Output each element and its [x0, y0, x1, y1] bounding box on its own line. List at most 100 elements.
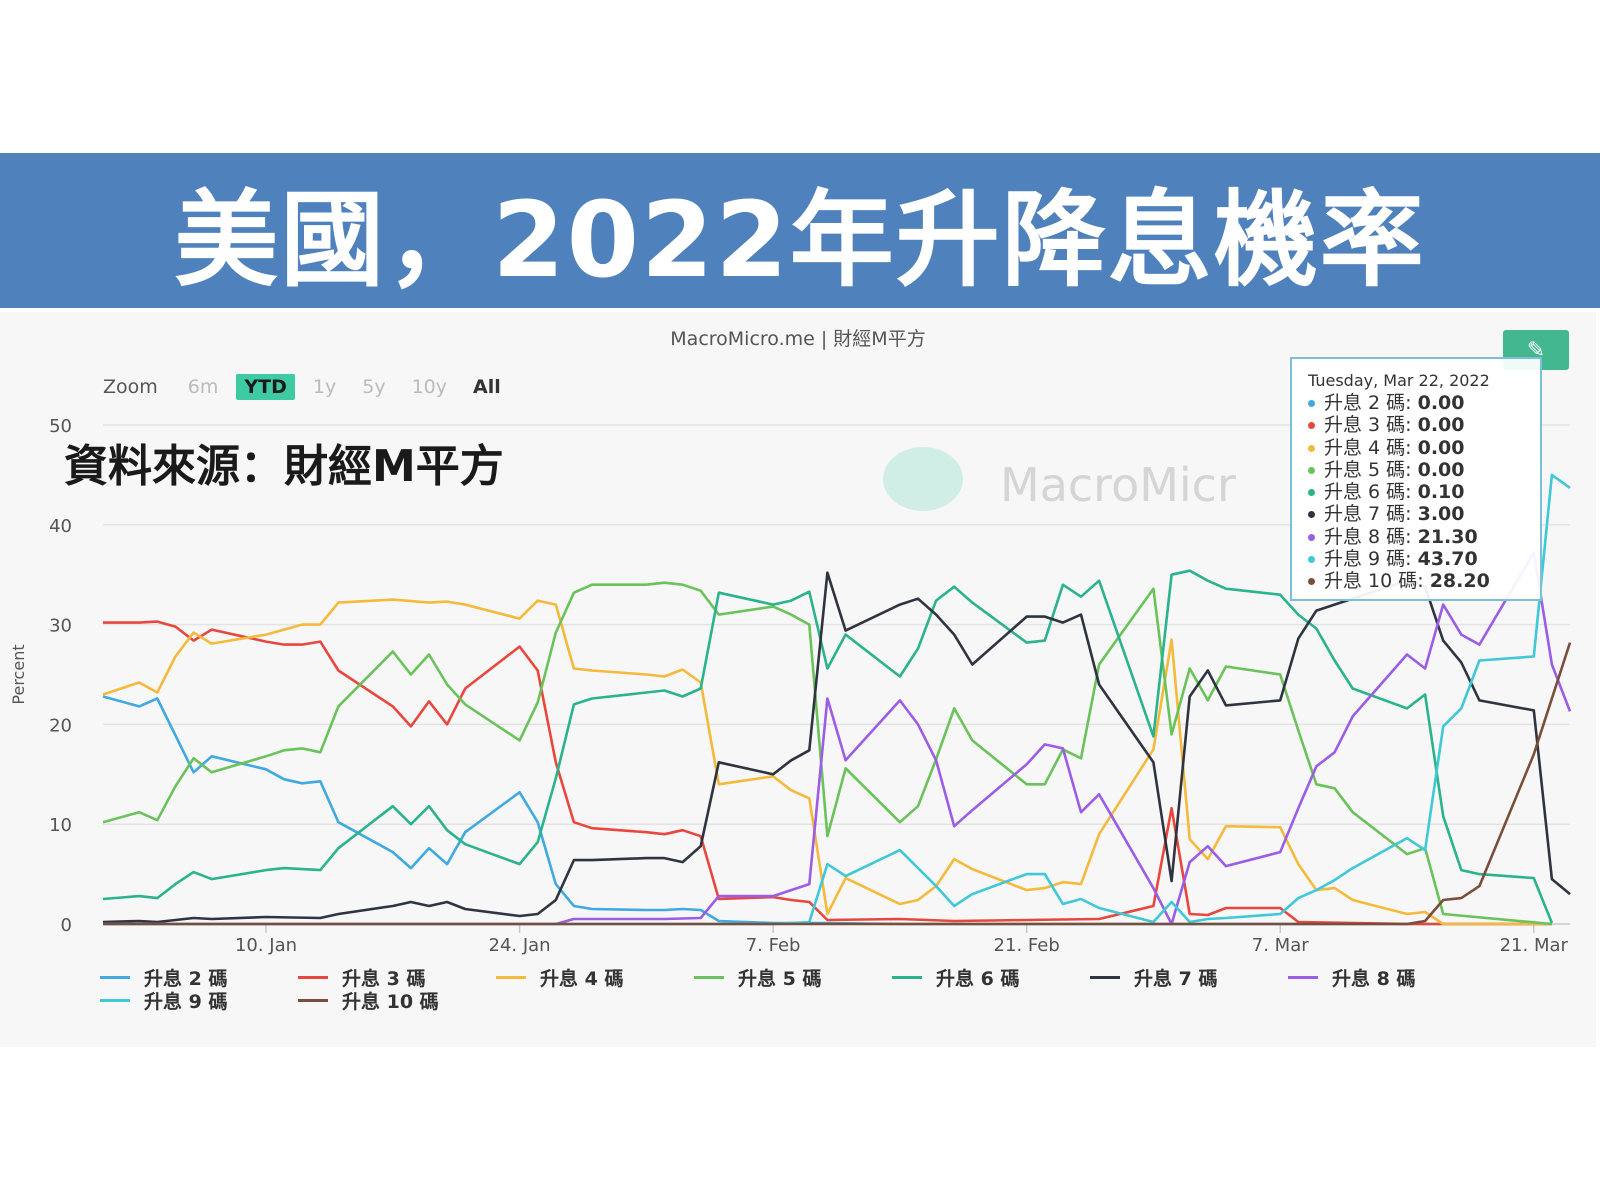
- legend-swatch-icon: [496, 976, 526, 979]
- x-tick-label: 10. Jan: [235, 935, 297, 956]
- pencil-icon: ✎: [1526, 337, 1546, 363]
- legend-label: 升息 8 碼: [1332, 968, 1416, 990]
- tooltip-series-label: 升息 6 碼:: [1324, 481, 1418, 504]
- legend-item[interactable]: 升息 7 碼: [1090, 964, 1217, 991]
- legend-label: 升息 6 碼: [936, 968, 1020, 990]
- x-tick-label: 21. Feb: [994, 935, 1060, 956]
- tooltip-row: 升息 7 碼: 3.00: [1308, 503, 1540, 525]
- data-source-label: 資料來源：財經M平方: [64, 441, 504, 492]
- series-line-5-yards: [102, 581, 1553, 926]
- tooltip-series-label: 升息 7 碼:: [1324, 503, 1418, 526]
- tooltip-series-value: 43.70: [1417, 548, 1478, 571]
- series-dot-icon: [1308, 400, 1315, 407]
- tooltip-row: 升息 9 碼: 43.70: [1308, 548, 1540, 570]
- series-line-6-yards: [102, 569, 1554, 924]
- legend-item[interactable]: 升息 8 碼: [1288, 964, 1415, 991]
- y-tick-label: 0: [61, 915, 72, 936]
- series-dot-icon: [1308, 466, 1315, 474]
- legend-item[interactable]: 升息 9 碼: [100, 987, 227, 1014]
- tooltip-series-value: 3.00: [1417, 503, 1465, 526]
- zoom-6m-button[interactable]: 6m: [187, 376, 219, 398]
- tooltip-series-label: 升息 5 碼:: [1324, 458, 1418, 481]
- zoom-label: Zoom: [103, 376, 158, 398]
- tooltip-series-label: 升息 4 碼:: [1324, 436, 1418, 459]
- legend-swatch-icon: [100, 999, 130, 1002]
- legend-label: 升息 9 碼: [144, 991, 228, 1013]
- y-axis-title: Percent: [9, 644, 28, 704]
- tooltip-series-value: 0.00: [1417, 392, 1465, 414]
- page-title: 美國，2022年升降息機率: [174, 179, 1426, 301]
- tooltip-date: Tuesday, Mar 22, 2022: [1308, 371, 1490, 390]
- tooltip-series-value: 21.30: [1417, 525, 1478, 548]
- x-tick-label: 24. Jan: [489, 935, 551, 956]
- legend-item[interactable]: 升息 3 碼: [298, 964, 425, 991]
- tooltip-row: 升息 6 碼: 0.10: [1308, 481, 1540, 503]
- series-dot-icon: [1308, 444, 1315, 452]
- tooltip-row: 升息 5 碼: 0.00: [1308, 459, 1540, 481]
- legend-swatch-icon: [1090, 976, 1120, 979]
- tooltip-series-value: 0.00: [1417, 458, 1465, 481]
- legend-item[interactable]: 升息 6 碼: [892, 964, 1019, 991]
- tooltip-series-label: 升息 8 碼:: [1324, 525, 1418, 548]
- legend-label: 升息 7 碼: [1134, 968, 1218, 990]
- tooltip-series-value: 0.10: [1417, 481, 1465, 504]
- y-tick-label: 50: [49, 416, 72, 437]
- legend-swatch-icon: [100, 976, 130, 979]
- legend-swatch-icon: [298, 976, 328, 979]
- zoom-1y-button[interactable]: 1y: [312, 376, 337, 398]
- legend-item[interactable]: 升息 5 碼: [694, 964, 821, 991]
- x-tick-label: 7. Feb: [746, 935, 801, 956]
- series-line-4-yards: [102, 598, 1552, 926]
- tooltip-row: 升息 10 碼: 28.20: [1308, 570, 1540, 592]
- series-line-8-yards: [103, 551, 1572, 926]
- tooltip-series-value: 0.00: [1417, 414, 1465, 437]
- series-line-7-yards: [102, 571, 1571, 924]
- series-dot-icon: [1308, 556, 1315, 564]
- series-line-10-yards: [103, 642, 1572, 926]
- tooltip-series-value: 0.00: [1417, 436, 1465, 459]
- y-tick-label: 40: [49, 516, 72, 537]
- tooltip-row: 升息 8 碼: 21.30: [1308, 526, 1540, 548]
- series-dot-icon: [1308, 578, 1315, 586]
- chart-tooltip: Tuesday, Mar 22, 2022 升息 2 碼: 0.00 升息 3 碼…: [1290, 357, 1542, 601]
- zoom-10y-button[interactable]: 10y: [411, 376, 447, 398]
- legend-label: 升息 2 碼: [144, 968, 228, 990]
- tooltip-series-label: 升息 2 碼:: [1324, 392, 1418, 414]
- series-line-3-yards: [103, 620, 1552, 926]
- legend-swatch-icon: [1288, 976, 1318, 979]
- tooltip-series-label: 升息 9 碼:: [1324, 548, 1418, 571]
- y-tick-label: 30: [49, 616, 72, 637]
- legend-swatch-icon: [694, 976, 724, 979]
- x-tick-label: 21. Mar: [1500, 935, 1569, 956]
- series-dot-icon: [1308, 422, 1315, 430]
- zoom-5y-button[interactable]: 5y: [362, 376, 386, 398]
- x-tick-label: 7. Mar: [1252, 935, 1309, 956]
- zoom-selector: Zoom 6m YTD 1y 5y 10y All: [103, 374, 519, 400]
- legend-item[interactable]: 升息 4 碼: [496, 964, 623, 991]
- legend-label: 升息 4 碼: [540, 968, 624, 990]
- title-banner: 美國，2022年升降息機率: [0, 153, 1600, 308]
- legend-swatch-icon: [892, 976, 922, 979]
- y-tick-label: 10: [49, 815, 72, 836]
- zoom-all-button[interactable]: All: [473, 376, 501, 398]
- y-tick-label: 20: [49, 715, 72, 736]
- series-line-9-yards: [103, 473, 1571, 926]
- series-dot-icon: [1308, 511, 1315, 519]
- legend-label: 升息 5 碼: [738, 968, 822, 990]
- tooltip-series-label: 升息 10 碼:: [1324, 570, 1430, 593]
- chart-panel: 0 10 20 30 40 50 Percent 10. Jan 24. Jan 7. Feb 21…: [0, 312, 1596, 1047]
- zoom-ytd-button[interactable]: YTD: [236, 374, 295, 400]
- legend-label: 升息 10 碼: [342, 991, 439, 1013]
- tooltip-row: 升息 2 碼: 0.00: [1308, 392, 1540, 414]
- legend-item[interactable]: 升息 2 碼: [100, 964, 227, 991]
- series-dot-icon: [1308, 533, 1315, 541]
- legend-item[interactable]: 升息 10 碼: [298, 987, 439, 1014]
- legend-label: 升息 3 碼: [342, 968, 426, 990]
- tooltip-series-value: 28.20: [1429, 570, 1490, 593]
- chart-credit: MacroMicro.me | 財經M平方: [670, 328, 926, 350]
- legend-swatch-icon: [298, 999, 328, 1002]
- tooltip-series-label: 升息 3 碼:: [1324, 414, 1418, 437]
- series-line-2-yards: [102, 695, 1552, 926]
- series-dot-icon: [1308, 489, 1315, 497]
- tooltip-row: 升息 4 碼: 0.00: [1308, 437, 1540, 459]
